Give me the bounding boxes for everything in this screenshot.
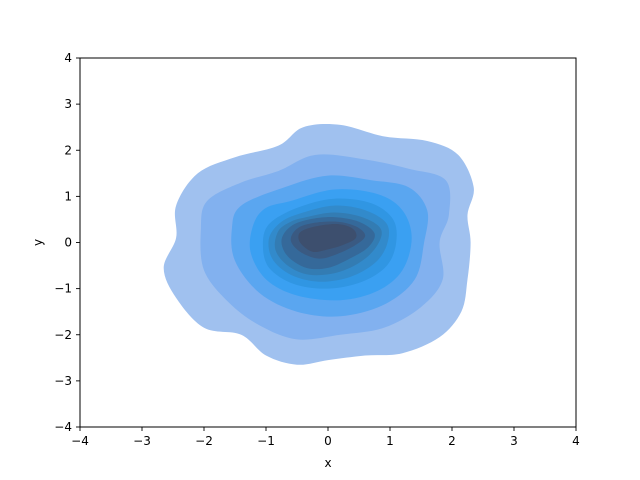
y-tick-label: 2 [64,143,72,157]
x-tick-label: −1 [257,434,275,448]
y-axis-label: y [31,239,45,246]
y-axis-ticks: −4 −3 −2 −1 0 1 2 3 4 [54,51,80,434]
density-contours [163,124,474,365]
x-tick-label: 1 [386,434,394,448]
y-tick-label: −3 [54,374,72,388]
x-tick-label: 3 [510,434,518,448]
y-tick-label: 1 [64,189,72,203]
x-tick-label: 0 [324,434,332,448]
x-tick-label: 4 [572,434,580,448]
y-tick-label: −2 [54,328,72,342]
x-tick-label: 2 [448,434,456,448]
y-tick-label: −4 [54,420,72,434]
x-tick-label: −4 [71,434,89,448]
x-axis-ticks: −4 −3 −2 −1 0 1 2 3 4 [71,427,580,448]
y-tick-label: −1 [54,282,72,296]
y-tick-label: 0 [64,236,72,250]
x-tick-label: −2 [195,434,213,448]
x-tick-label: −3 [133,434,151,448]
contour-level-10 [298,223,357,253]
y-tick-label: 4 [64,51,72,65]
x-axis-label: x [324,456,331,470]
y-tick-label: 3 [64,97,72,111]
